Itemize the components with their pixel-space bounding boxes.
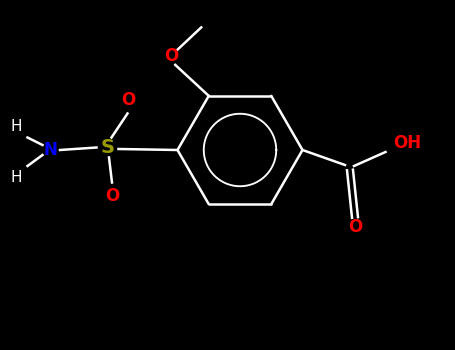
Text: OH: OH — [394, 133, 422, 152]
Text: O: O — [121, 91, 136, 109]
Text: O: O — [106, 187, 120, 205]
Text: N: N — [43, 141, 57, 159]
Text: H: H — [11, 119, 22, 134]
Text: H: H — [11, 169, 22, 184]
Text: S: S — [101, 138, 115, 157]
Text: O: O — [164, 47, 178, 65]
Text: O: O — [348, 217, 362, 236]
